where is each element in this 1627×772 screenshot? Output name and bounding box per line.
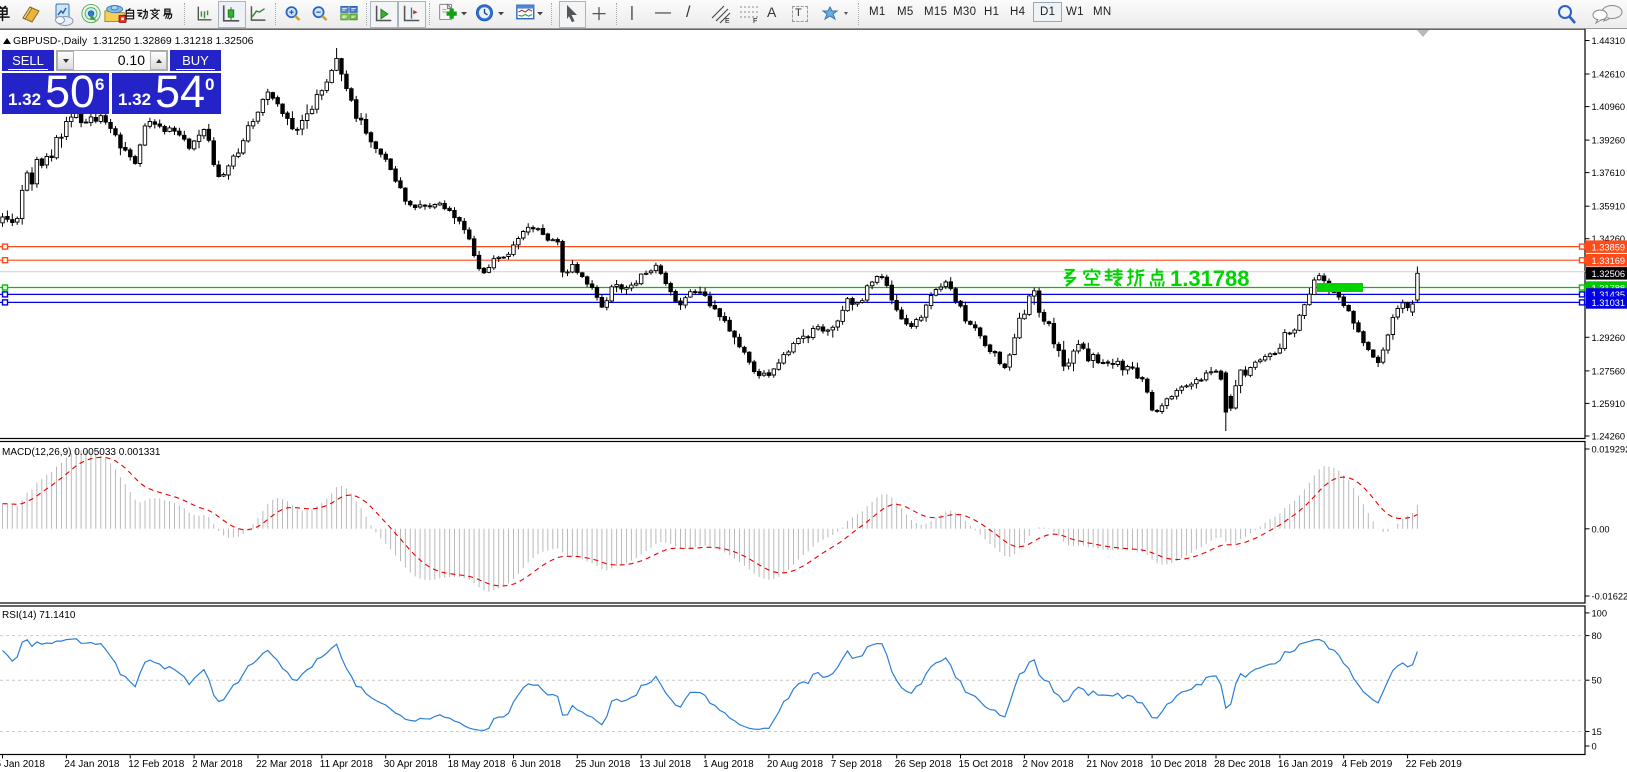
svg-text:E: E — [725, 18, 730, 24]
svg-text:0.00: 0.00 — [1592, 524, 1610, 534]
svg-text:1.24260: 1.24260 — [1592, 432, 1626, 442]
svg-text:1.40960: 1.40960 — [1592, 102, 1626, 112]
svg-text:1.42610: 1.42610 — [1592, 70, 1626, 80]
svg-text:1.33859: 1.33859 — [1592, 242, 1626, 252]
svg-text:15 Oct 2018: 15 Oct 2018 — [959, 759, 1014, 770]
svg-text:1.44310: 1.44310 — [1592, 36, 1626, 46]
svg-text:-0.016227: -0.016227 — [1592, 592, 1627, 602]
svg-text:15: 15 — [1592, 727, 1602, 737]
svg-text:26 Sep 2018: 26 Sep 2018 — [895, 759, 952, 770]
svg-text:13 Jul 2018: 13 Jul 2018 — [639, 759, 691, 770]
svg-text:4 Feb 2019: 4 Feb 2019 — [1342, 759, 1393, 770]
svg-text:18 May 2018: 18 May 2018 — [448, 759, 506, 770]
svg-text:50: 50 — [1592, 676, 1602, 686]
svg-text:22 Mar 2018: 22 Mar 2018 — [256, 759, 313, 770]
svg-text:11 Apr 2018: 11 Apr 2018 — [320, 759, 374, 770]
svg-text:25 Jun 2018: 25 Jun 2018 — [575, 759, 630, 770]
svg-text:2 Nov 2018: 2 Nov 2018 — [1022, 759, 1074, 770]
svg-text:1.39260: 1.39260 — [1592, 136, 1626, 146]
svg-text:21 Nov 2018: 21 Nov 2018 — [1086, 759, 1143, 770]
svg-text:1.32506: 1.32506 — [1592, 269, 1626, 279]
svg-text:1.25910: 1.25910 — [1592, 399, 1626, 409]
svg-text:0: 0 — [1592, 742, 1597, 752]
svg-text:1.35910: 1.35910 — [1592, 202, 1626, 212]
svg-text:F: F — [753, 18, 757, 24]
svg-text:24 Jan 2018: 24 Jan 2018 — [64, 759, 119, 770]
svg-text:1.34260: 1.34260 — [1592, 234, 1626, 244]
svg-text:2 Mar 2018: 2 Mar 2018 — [192, 759, 243, 770]
svg-text:22 Feb 2019: 22 Feb 2019 — [1406, 759, 1463, 770]
svg-text:20 Aug 2018: 20 Aug 2018 — [767, 759, 824, 770]
svg-text:1.31435: 1.31435 — [1592, 290, 1626, 300]
svg-text:1.27560: 1.27560 — [1592, 366, 1626, 376]
svg-text:1 Aug 2018: 1 Aug 2018 — [703, 759, 754, 770]
svg-text:12 Feb 2018: 12 Feb 2018 — [128, 759, 185, 770]
svg-text:30 Apr 2018: 30 Apr 2018 — [384, 759, 438, 770]
svg-text:1.33169: 1.33169 — [1592, 256, 1626, 266]
svg-text:5 Jan 2018: 5 Jan 2018 — [0, 759, 45, 770]
svg-text:1.37610: 1.37610 — [1592, 168, 1626, 178]
svg-text:7 Sep 2018: 7 Sep 2018 — [831, 759, 883, 770]
svg-text:1.31031: 1.31031 — [1592, 298, 1626, 308]
svg-text:16 Jan 2019: 16 Jan 2019 — [1278, 759, 1333, 770]
svg-text:0.019292: 0.019292 — [1592, 445, 1627, 455]
svg-text:MACD(12,26,9) 0.005033 0.00133: MACD(12,26,9) 0.005033 0.001331 — [2, 447, 161, 458]
svg-text:100: 100 — [1592, 608, 1608, 618]
svg-text:1.29260: 1.29260 — [1592, 333, 1626, 343]
svg-text:80: 80 — [1592, 631, 1602, 641]
svg-text:1.31788: 1.31788 — [1170, 266, 1250, 291]
svg-text:RSI(14) 71.1410: RSI(14) 71.1410 — [2, 610, 76, 621]
svg-text:10 Dec 2018: 10 Dec 2018 — [1150, 759, 1207, 770]
svg-text:28 Dec 2018: 28 Dec 2018 — [1214, 759, 1271, 770]
svg-text:6 Jun 2018: 6 Jun 2018 — [512, 759, 562, 770]
